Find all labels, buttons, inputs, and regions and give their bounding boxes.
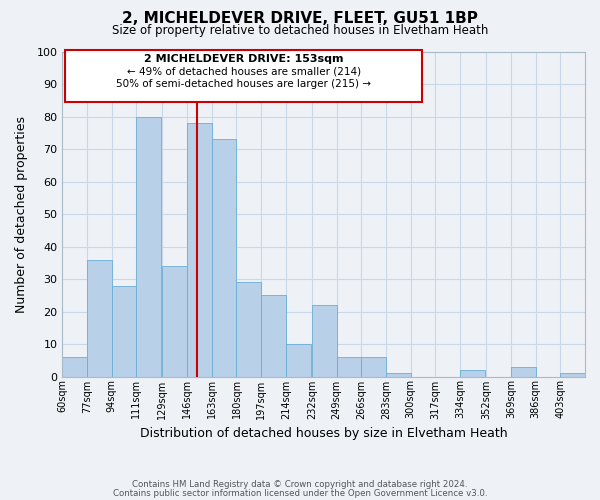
Text: ← 49% of detached houses are smaller (214): ← 49% of detached houses are smaller (21…	[127, 66, 361, 76]
Text: 2, MICHELDEVER DRIVE, FLEET, GU51 1BP: 2, MICHELDEVER DRIVE, FLEET, GU51 1BP	[122, 11, 478, 26]
Bar	[236, 282, 261, 376]
Bar	[337, 357, 361, 376]
Bar	[511, 367, 536, 376]
Bar	[187, 123, 212, 376]
Text: 50% of semi-detached houses are larger (215) →: 50% of semi-detached houses are larger (…	[116, 79, 371, 89]
X-axis label: Distribution of detached houses by size in Elvetham Heath: Distribution of detached houses by size …	[140, 427, 508, 440]
FancyBboxPatch shape	[65, 50, 422, 102]
Bar	[386, 374, 411, 376]
Text: Size of property relative to detached houses in Elvetham Heath: Size of property relative to detached ho…	[112, 24, 488, 37]
Text: Contains public sector information licensed under the Open Government Licence v3: Contains public sector information licen…	[113, 490, 487, 498]
Text: Contains HM Land Registry data © Crown copyright and database right 2024.: Contains HM Land Registry data © Crown c…	[132, 480, 468, 489]
Bar	[361, 357, 386, 376]
Bar	[261, 296, 286, 376]
Bar	[460, 370, 485, 376]
Bar	[136, 116, 161, 376]
Bar	[87, 260, 112, 376]
Bar	[112, 286, 136, 376]
Bar	[286, 344, 311, 376]
Bar	[62, 357, 87, 376]
Y-axis label: Number of detached properties: Number of detached properties	[15, 116, 28, 312]
Bar	[560, 374, 585, 376]
Bar	[212, 140, 236, 376]
Bar	[163, 266, 187, 376]
Bar	[312, 305, 337, 376]
Text: 2 MICHELDEVER DRIVE: 153sqm: 2 MICHELDEVER DRIVE: 153sqm	[144, 54, 343, 64]
